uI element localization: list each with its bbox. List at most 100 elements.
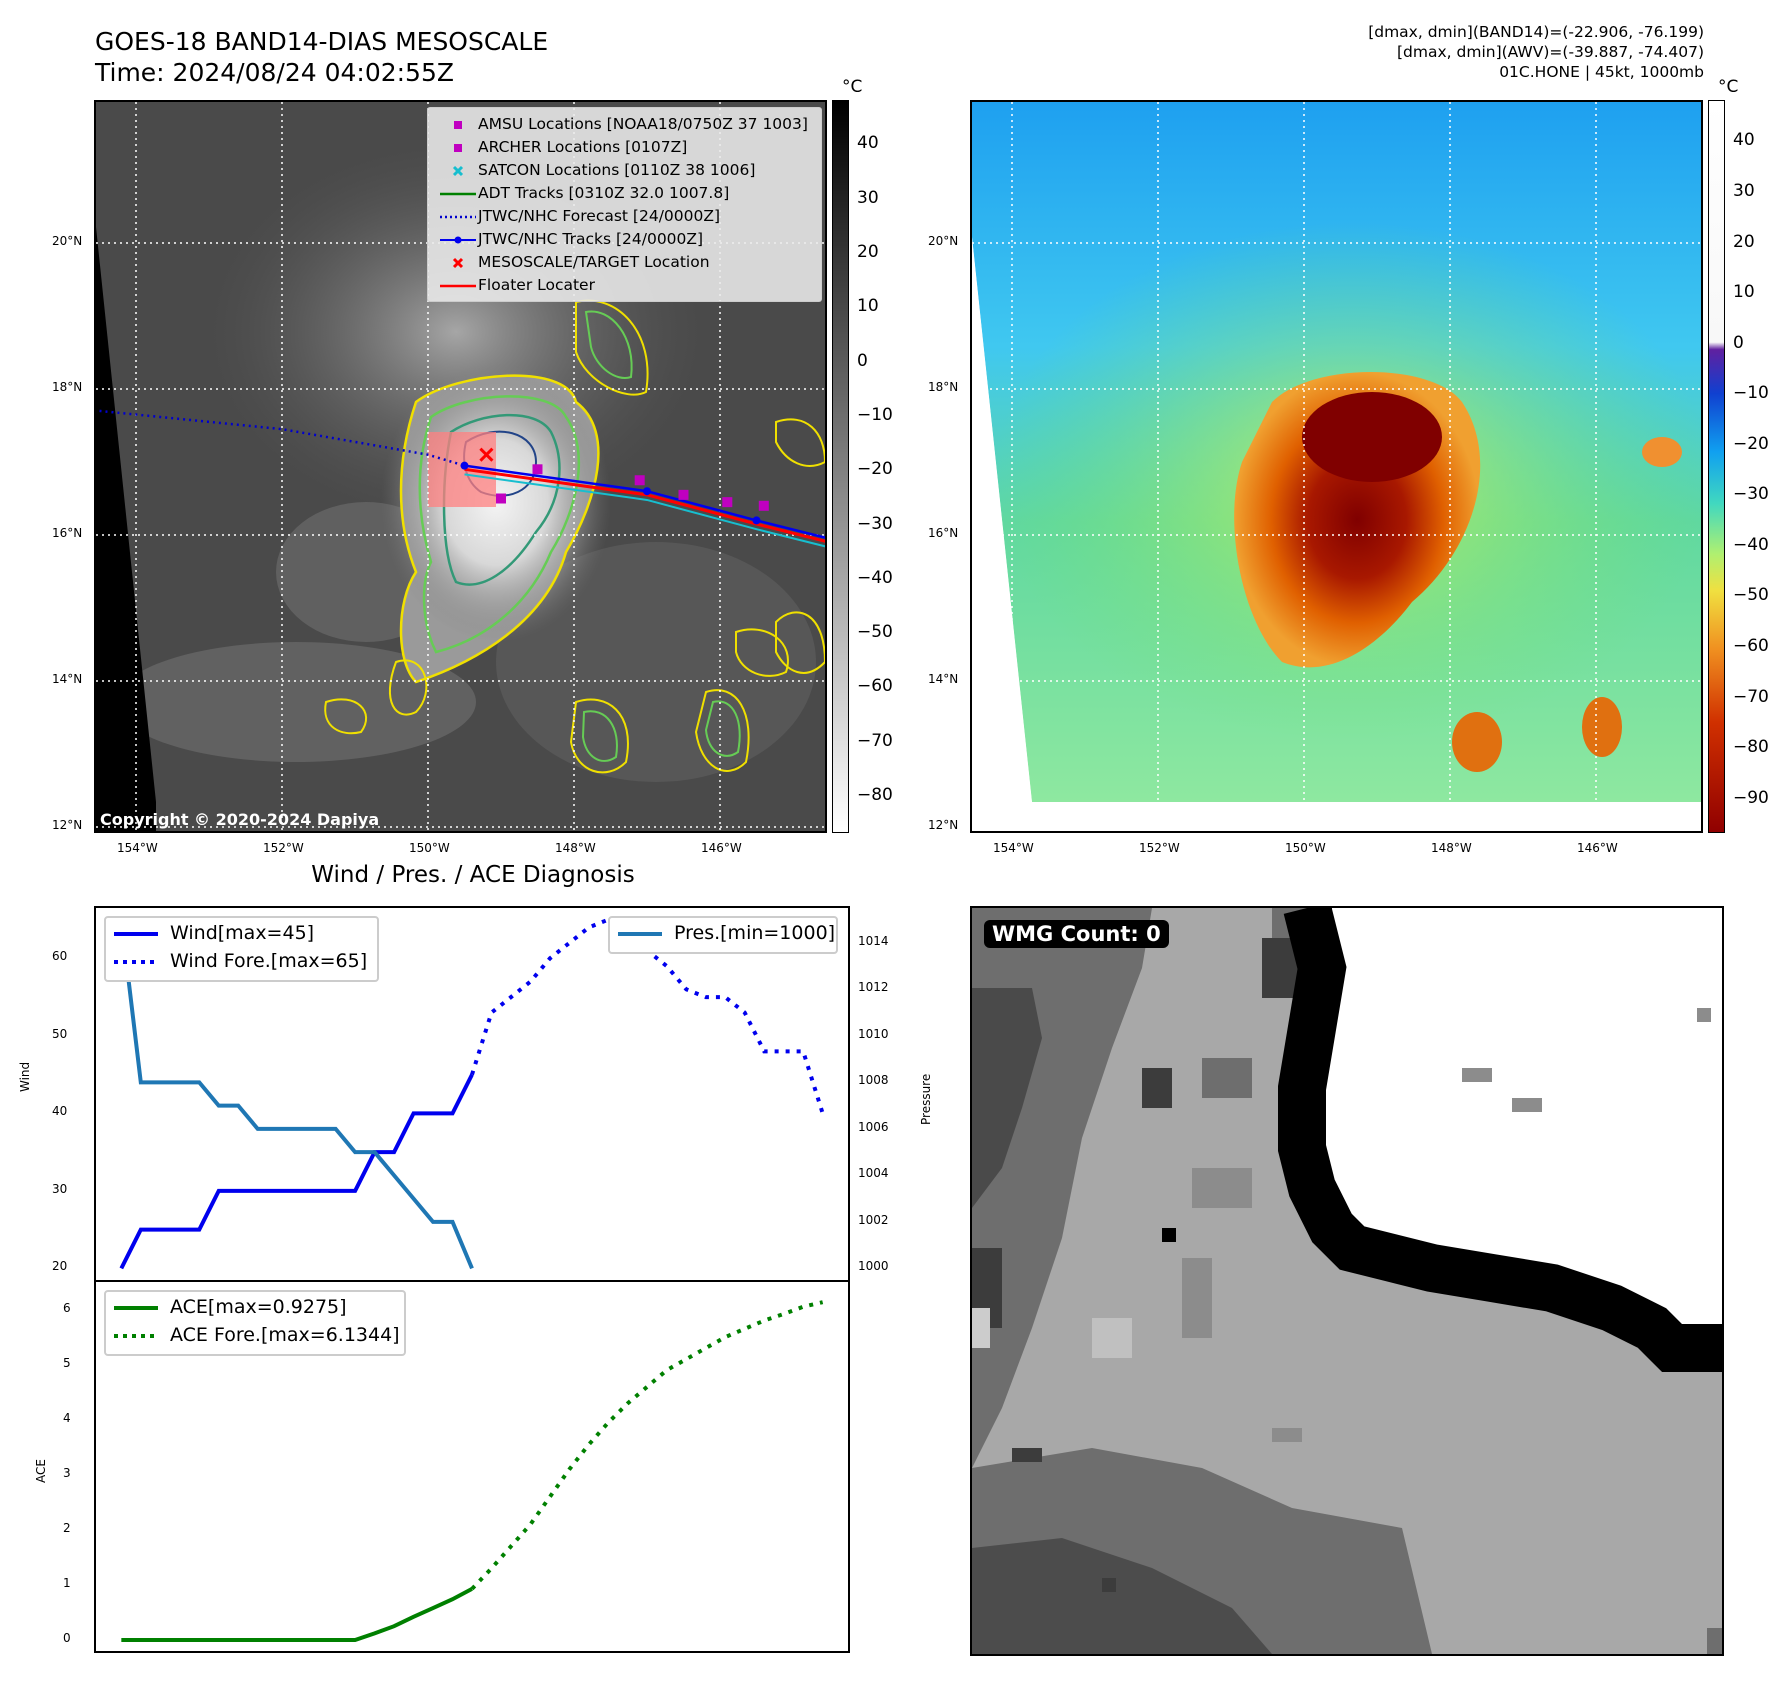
legend-label: Floater Locater [478, 276, 595, 294]
lat-tick-label: 20°N [52, 234, 83, 248]
wind-pressure-plot: Wind[max=45] Wind Fore.[max=65] Pres.[mi… [94, 906, 850, 1282]
lon-tick-label: 150°W [409, 841, 450, 855]
wind-tick-label: 40 [52, 1104, 68, 1119]
colorbar-tick-label: −70 [857, 730, 893, 751]
amsu-fix-marker [634, 475, 645, 486]
jtwc-track-point [643, 487, 651, 496]
wmg-panel: WMG Count: 0 [970, 906, 1724, 1656]
ace-tick-label: 5 [63, 1355, 71, 1370]
legend-label: ADT Tracks [0310Z 32.0 1007.8] [478, 184, 730, 202]
info-storm: 01C.HONE | 45kt, 1000mb [1499, 63, 1704, 81]
colorbar-tick-label: −80 [857, 784, 893, 805]
colorbar-tick-label: −10 [1733, 383, 1769, 404]
lat-tick-label: 14°N [52, 672, 83, 686]
lon-tick-label: 152°W [263, 841, 304, 855]
ace-axis-label: ACE [34, 1459, 48, 1483]
amsu-fix-marker [678, 489, 689, 500]
chart-time: Time: 2024/08/24 04:02:55Z [95, 58, 454, 87]
ace-series-line-1 [470, 1300, 824, 1591]
legend-label: ARCHER Locations [0107Z] [478, 138, 688, 156]
pressure-tick-label: 1006 [858, 1119, 889, 1134]
lon-tick-label: 148°W [555, 841, 596, 855]
colorbar-tick-label: −90 [1733, 787, 1769, 808]
target-marker-b [479, 447, 494, 462]
wmg-count-badge: WMG Count: 0 [984, 920, 1169, 948]
colorbar-tick-label: 20 [857, 242, 879, 263]
ir-colorbar [832, 100, 849, 833]
track-overlay [99, 409, 825, 548]
legend-label: JTWC/NHC Tracks [24/0000Z] [478, 230, 704, 248]
ace-legend: ACE[max=0.9275] ACE Fore.[max=6.1344] [104, 1290, 406, 1356]
legend-symbol-icon [440, 284, 476, 288]
ace-tick-label: 3 [63, 1465, 71, 1480]
colorbar-tick-label: 30 [1733, 180, 1755, 201]
colorbar-tick-label: −60 [857, 676, 893, 697]
colorbar-tick-label: −60 [1733, 635, 1769, 656]
pressure-tick-label: 1002 [858, 1212, 889, 1227]
colorbar-tick-label: 30 [857, 187, 879, 208]
map-legend: AMSU Locations [NOAA18/0750Z 37 1003] ARC… [427, 107, 822, 302]
colorbar-tick-label: −40 [857, 567, 893, 588]
lat-tick-label: 20°N [928, 234, 959, 248]
copyright-text: Copyright © 2020-2024 Dapiya [100, 810, 380, 829]
lat-tick-label: 16°N [52, 526, 83, 540]
ir-map-panel: Copyright © 2020-2024 Dapiya AMSU Locati… [94, 100, 827, 833]
legend-wind: Wind[max=45] [170, 922, 315, 944]
jtwc-track-line [464, 464, 825, 539]
legend-symbol-icon [440, 215, 476, 219]
legend-wind-forecast: Wind Fore.[max=65] [170, 950, 368, 972]
lat-tick-label: 16°N [928, 526, 959, 540]
jtwc-track-point [752, 516, 761, 525]
pressure-tick-label: 1004 [858, 1166, 889, 1181]
lat-tick-label: 12°N [52, 818, 83, 832]
colorbar-tick-label: −10 [857, 404, 893, 425]
wind-tick-label: 30 [52, 1181, 68, 1196]
colorbar-tick-label: −20 [1733, 433, 1769, 454]
legend-symbol-icon [454, 121, 462, 129]
diagnosis-title: Wind / Pres. / ACE Diagnosis [311, 862, 635, 888]
pressure-legend: Pres.[min=1000] [608, 916, 838, 954]
floater-track-line [464, 467, 825, 543]
lat-tick-label: 18°N [928, 380, 959, 394]
wind-tick-label: 60 [52, 949, 68, 964]
lon-tick-label: 150°W [1285, 841, 1326, 855]
awv-map-panel [970, 100, 1703, 833]
amsu-fix-marker [722, 497, 733, 508]
series-line-2 [119, 919, 474, 1270]
pressure-tick-label: 1012 [858, 980, 889, 995]
colorbar-tick-label: 10 [857, 296, 879, 317]
amsu-fix-marker [496, 493, 506, 504]
ace-svg [121, 1300, 824, 1642]
forecast-track-line [99, 409, 465, 467]
colorbar-tick-label: −70 [1733, 686, 1769, 707]
lat-tick-label: 14°N [928, 672, 959, 686]
ace-tick-label: 6 [63, 1300, 71, 1315]
pressure-tick-label: 1008 [858, 1073, 889, 1088]
wind-tick-label: 50 [52, 1026, 68, 1041]
colorbar-tick-label: 0 [857, 350, 868, 371]
awv-map-image [972, 102, 1701, 831]
chart-title: GOES-18 BAND14-DIAS MESOSCALE [95, 27, 549, 56]
info-band14-range: [dmax, dmin](BAND14)=(-22.906, -76.199) [1368, 23, 1704, 41]
legend-label: MESOSCALE/TARGET Location [478, 253, 710, 271]
wmg-image [972, 908, 1722, 1654]
pressure-tick-label: 1010 [858, 1026, 889, 1041]
legend-symbol-icon [440, 236, 476, 244]
colorbar-tick-label: −50 [857, 622, 893, 643]
colorbar-tick-label: −40 [1733, 534, 1769, 555]
legend-ace: ACE[max=0.9275] [170, 1296, 347, 1318]
lon-tick-label: 148°W [1431, 841, 1472, 855]
jtwc-track-point [460, 461, 469, 470]
legend-label: SATCON Locations [0110Z 38 1006] [478, 161, 756, 179]
colorbar-tick-label: 40 [857, 133, 879, 154]
wind-axis-label: Wind [18, 1061, 32, 1092]
colorbar-tick-label: 10 [1733, 282, 1755, 303]
ir-colorbar-unit: °C [842, 77, 863, 97]
colorbar-tick-label: −80 [1733, 737, 1769, 758]
colorbar-tick-label: −50 [1733, 585, 1769, 606]
legend-symbol-icon [440, 192, 476, 196]
wind-tick-label: 20 [52, 1259, 68, 1274]
pressure-axis-label: Pressure [919, 1073, 933, 1125]
ace-plot: ACE[max=0.9275] ACE Fore.[max=6.1344] [94, 1280, 850, 1653]
ace-series-line-0 [121, 1587, 473, 1642]
